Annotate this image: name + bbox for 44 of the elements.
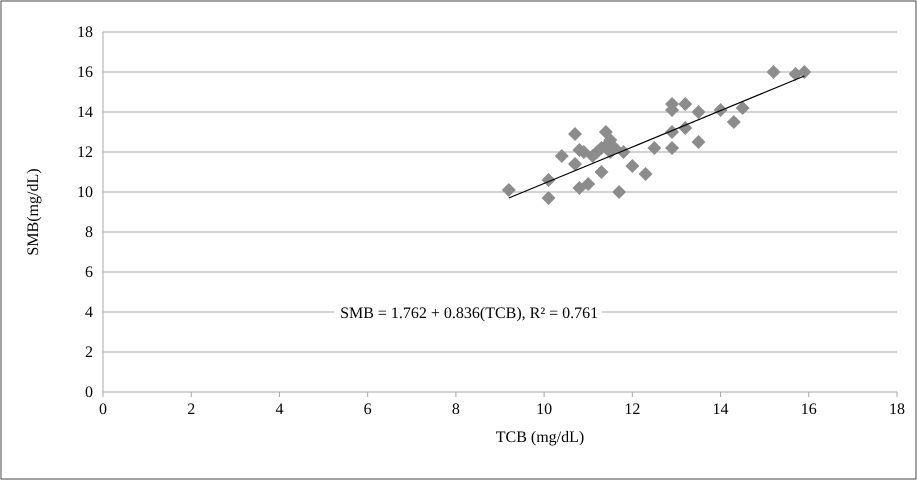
x-tick-label: 8 (452, 401, 460, 418)
x-tick-label: 12 (624, 401, 640, 418)
point (726, 115, 741, 129)
x-tick-label: 14 (712, 401, 729, 418)
x-tick-label: 16 (800, 401, 817, 418)
x-tick-label: 4 (275, 401, 284, 418)
y-tick-label: 10 (77, 184, 93, 201)
y-tick-label: 0 (85, 384, 93, 401)
annotation: SMB = 1.762 + 0.836(TCB), R² = 0.761 (340, 305, 598, 322)
point (568, 157, 582, 171)
point (665, 141, 680, 155)
y-tick-label: 12 (77, 144, 93, 161)
point (572, 181, 586, 195)
y-tick-label: 6 (85, 264, 93, 281)
point (736, 101, 750, 115)
x-tick-label: 10 (536, 401, 552, 418)
point (594, 165, 608, 179)
point (692, 105, 706, 119)
point (502, 183, 516, 197)
x-tick-label: 0 (99, 401, 107, 418)
point (568, 127, 582, 141)
point (638, 167, 653, 181)
y-tick-label: 2 (85, 344, 93, 361)
point (554, 149, 569, 163)
y-axis-title: SMB(mg/dL) (25, 168, 42, 256)
y-tick-label: 18 (77, 24, 93, 41)
x-axis-title: TCB (mg/dL) (496, 429, 584, 446)
y-tick-label: 16 (77, 64, 93, 81)
point (542, 191, 556, 205)
x-tick-label: 18 (889, 401, 905, 418)
point (625, 159, 640, 173)
point (581, 177, 596, 191)
point (678, 97, 692, 111)
point (612, 185, 626, 199)
y-tick-label: 8 (85, 224, 93, 241)
point (692, 135, 706, 149)
x-tick-label: 6 (364, 401, 372, 418)
point (797, 65, 812, 79)
x-tick-label: 2 (187, 401, 196, 418)
point (766, 65, 780, 79)
point (598, 125, 613, 139)
y-tick-label: 14 (77, 104, 93, 121)
y-tick-label: 4 (85, 304, 93, 321)
point (647, 141, 662, 155)
